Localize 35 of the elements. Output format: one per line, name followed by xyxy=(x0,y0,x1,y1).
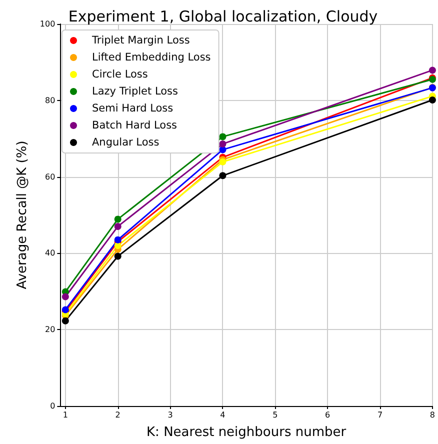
y-tick-label: 80 xyxy=(44,96,56,105)
point xyxy=(62,293,69,300)
legend-label: Angular Loss xyxy=(92,136,160,148)
x-axis-title: K: Nearest neighbours number xyxy=(146,425,347,440)
legend-label: Lifted Embedding Loss xyxy=(92,52,211,64)
y-tick-label: 20 xyxy=(44,325,56,334)
y-tick-label: 0 xyxy=(50,402,56,410)
legend-label: Lazy Triplet Loss xyxy=(92,86,178,98)
point xyxy=(114,252,122,260)
point xyxy=(219,133,226,140)
point xyxy=(219,172,226,180)
point xyxy=(428,66,436,74)
legend-label: Circle Loss xyxy=(92,68,148,80)
point xyxy=(114,222,122,230)
point xyxy=(114,242,122,250)
x-tick-label: 6 xyxy=(325,410,330,420)
x-tick-label: 4 xyxy=(220,410,226,420)
x-tick-label: 8 xyxy=(430,410,435,420)
legend-label: Batch Hard Loss xyxy=(92,120,178,132)
x-tick-label: 2 xyxy=(115,410,120,420)
chart-title: Experiment 1, Global localization, Cloudy xyxy=(68,8,378,26)
y-axis-title: Average Recall @K (%) xyxy=(15,140,30,290)
y-tick-label: 100 xyxy=(40,20,56,28)
x-tick-label: 5 xyxy=(272,410,278,420)
x-tick-label: 1 xyxy=(62,410,68,420)
legend-label: Semi Hard Loss xyxy=(92,102,174,114)
point xyxy=(219,140,226,148)
point xyxy=(62,317,69,324)
x-tick-label: 3 xyxy=(168,410,173,420)
x-tick-label: 7 xyxy=(377,410,383,420)
legend-label: Triplet Margin Loss xyxy=(91,34,190,46)
point xyxy=(114,216,122,223)
y-tick-label: 40 xyxy=(44,248,56,258)
y-tick-label: 60 xyxy=(44,172,56,182)
point xyxy=(428,96,436,104)
